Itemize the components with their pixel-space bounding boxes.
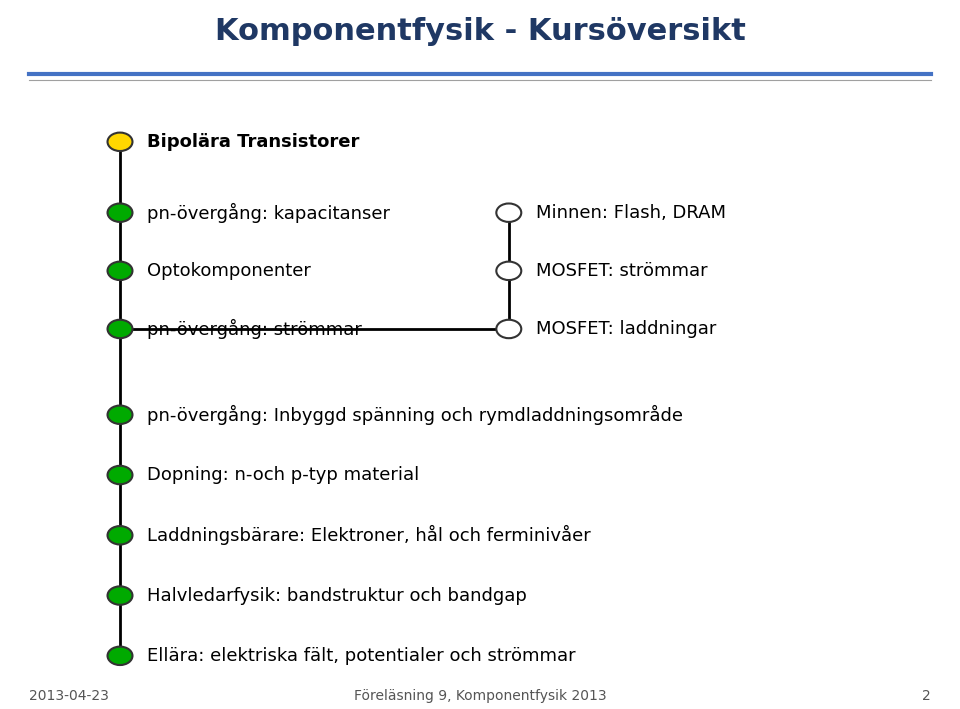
Text: pn-övergång: strömmar: pn-övergång: strömmar: [147, 319, 362, 339]
Text: MOSFET: strömmar: MOSFET: strömmar: [536, 262, 708, 280]
Circle shape: [108, 466, 132, 484]
Text: Dopning: n-och p-typ material: Dopning: n-och p-typ material: [147, 466, 420, 484]
Circle shape: [496, 262, 521, 280]
Circle shape: [108, 203, 132, 222]
Circle shape: [108, 586, 132, 605]
Text: Halvledarfysik: bandstruktur och bandgap: Halvledarfysik: bandstruktur och bandgap: [147, 586, 527, 605]
Text: Föreläsning 9, Komponentfysik 2013: Föreläsning 9, Komponentfysik 2013: [353, 689, 607, 703]
Text: Bipolära Transistorer: Bipolära Transistorer: [147, 133, 359, 151]
Circle shape: [108, 647, 132, 665]
Circle shape: [108, 320, 132, 338]
Circle shape: [496, 320, 521, 338]
Circle shape: [108, 133, 132, 151]
Text: 2013-04-23: 2013-04-23: [29, 689, 108, 703]
Text: pn-övergång: Inbyggd spänning och rymdladdningsområde: pn-övergång: Inbyggd spänning och rymdla…: [147, 405, 683, 425]
Text: Komponentfysik - Kursöversikt: Komponentfysik - Kursöversikt: [215, 18, 745, 46]
Text: Laddningsbärare: Elektroner, hål och ferminivåer: Laddningsbärare: Elektroner, hål och fer…: [147, 525, 590, 545]
Circle shape: [108, 526, 132, 545]
Circle shape: [108, 406, 132, 424]
Text: MOSFET: laddningar: MOSFET: laddningar: [536, 320, 716, 338]
Circle shape: [108, 262, 132, 280]
Text: 2: 2: [923, 689, 931, 703]
Circle shape: [496, 203, 521, 222]
Text: Optokomponenter: Optokomponenter: [147, 262, 311, 280]
Text: Minnen: Flash, DRAM: Minnen: Flash, DRAM: [536, 203, 726, 222]
Text: Ellära: elektriska fält, potentialer och strömmar: Ellära: elektriska fält, potentialer och…: [147, 647, 575, 665]
Text: pn-övergång: kapacitanser: pn-övergång: kapacitanser: [147, 203, 390, 223]
